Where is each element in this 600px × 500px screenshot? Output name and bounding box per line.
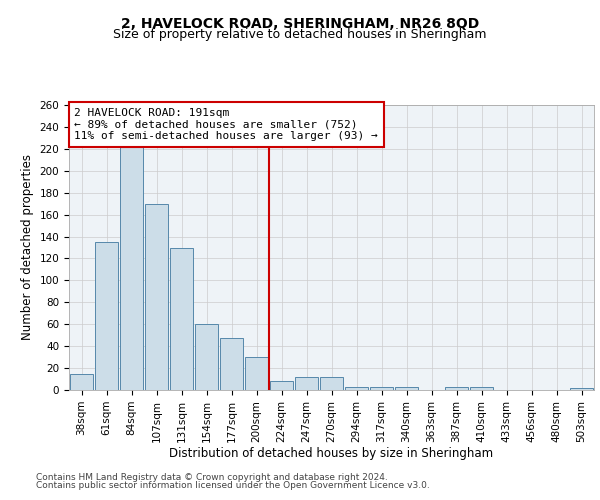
Bar [170, 248, 193, 390]
Y-axis label: Number of detached properties: Number of detached properties [21, 154, 34, 340]
Bar [70, 374, 94, 390]
Bar [470, 386, 493, 390]
Bar [194, 324, 218, 390]
Bar [370, 386, 394, 390]
Bar [569, 388, 593, 390]
Bar [119, 144, 143, 390]
Bar [344, 386, 368, 390]
Text: Contains public sector information licensed under the Open Government Licence v3: Contains public sector information licen… [36, 481, 430, 490]
Bar [295, 377, 319, 390]
Text: Contains HM Land Registry data © Crown copyright and database right 2024.: Contains HM Land Registry data © Crown c… [36, 472, 388, 482]
Bar [245, 357, 268, 390]
Bar [220, 338, 244, 390]
Text: Size of property relative to detached houses in Sheringham: Size of property relative to detached ho… [113, 28, 487, 41]
Bar [320, 377, 343, 390]
Text: 2, HAVELOCK ROAD, SHERINGHAM, NR26 8QD: 2, HAVELOCK ROAD, SHERINGHAM, NR26 8QD [121, 18, 479, 32]
X-axis label: Distribution of detached houses by size in Sheringham: Distribution of detached houses by size … [169, 448, 494, 460]
Bar [269, 381, 293, 390]
Bar [145, 204, 169, 390]
Bar [95, 242, 118, 390]
Bar [395, 386, 418, 390]
Text: 2 HAVELOCK ROAD: 191sqm
← 89% of detached houses are smaller (752)
11% of semi-d: 2 HAVELOCK ROAD: 191sqm ← 89% of detache… [74, 108, 378, 141]
Bar [445, 386, 469, 390]
